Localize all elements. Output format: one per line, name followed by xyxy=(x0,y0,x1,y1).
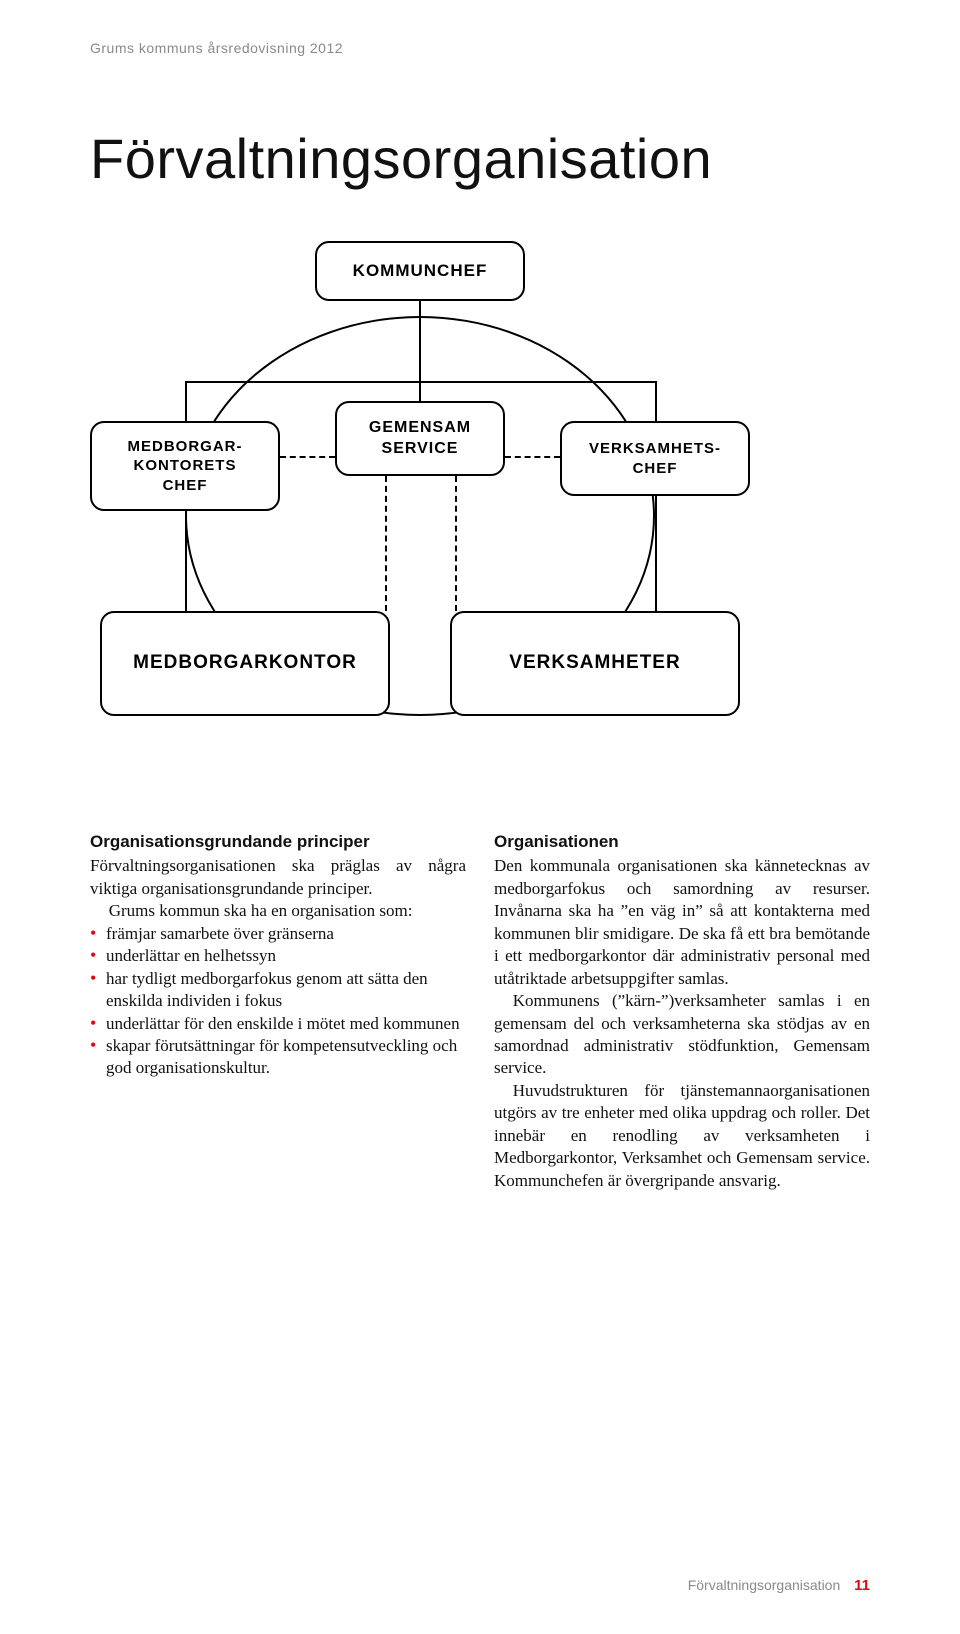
org-diagram: KOMMUNCHEF GEMENSAMSERVICE MEDBORGAR-KON… xyxy=(90,241,750,761)
left-heading: Organisationsgrundande principer xyxy=(90,831,466,853)
list-item: underlättar för den enskilde i mötet med… xyxy=(90,1013,466,1035)
connector xyxy=(655,496,657,611)
right-column: Organisationen Den kommunala organisatio… xyxy=(494,831,870,1192)
right-heading: Organisationen xyxy=(494,831,870,853)
page-title: Förvaltningsorganisation xyxy=(90,126,870,191)
connector-dashed xyxy=(280,456,335,458)
right-p3: Huvudstrukturen för tjänstemannaorga­nis… xyxy=(494,1080,870,1192)
connector xyxy=(185,381,187,421)
right-p1: Den kommunala organisationen ska känne­t… xyxy=(494,855,870,990)
connector xyxy=(185,511,187,611)
connector xyxy=(655,381,657,421)
node-medborgarkontorets-chef: MEDBORGAR-KONTORETSCHEF xyxy=(90,421,280,511)
right-p2: Kommunens (”kärn-”)verksamheter samlas i… xyxy=(494,990,870,1080)
footer: Förvaltningsorganisation 11 xyxy=(688,1577,870,1594)
connector-dashed xyxy=(385,476,387,611)
connector xyxy=(419,381,421,401)
list-item: har tydligt medborgarfokus genom att sät… xyxy=(90,968,466,1013)
connector-dashed xyxy=(455,476,457,611)
footer-section: Förvaltningsorganisation xyxy=(688,1577,841,1593)
bullet-list: främjar samarbete över gränserna underlä… xyxy=(90,923,466,1080)
page-number: 11 xyxy=(854,1577,870,1594)
list-item: främjar samarbete över gränserna xyxy=(90,923,466,945)
running-header: Grums kommuns årsredovisning 2012 xyxy=(90,40,870,56)
node-gemensam-service: GEMENSAMSERVICE xyxy=(335,401,505,476)
list-item: skapar förutsättningar för kompetens­utv… xyxy=(90,1035,466,1080)
body-columns: Organisationsgrundande principer Förvalt… xyxy=(90,831,870,1192)
connector-dashed xyxy=(505,456,560,458)
node-verksamheter: VERKSAMHETER xyxy=(450,611,740,716)
list-item: underlättar en helhetssyn xyxy=(90,945,466,967)
node-verksamhetschef: VERKSAMHETS-CHEF xyxy=(560,421,750,496)
left-lead: Grums kommun ska ha en organisation som: xyxy=(90,900,466,922)
left-column: Organisationsgrundande principer Förvalt… xyxy=(90,831,466,1192)
node-kommunchef: KOMMUNCHEF xyxy=(315,241,525,301)
node-medborgarkontor: MEDBORGARKONTOR xyxy=(100,611,390,716)
left-intro: Förvaltningsorganisationen ska präglas a… xyxy=(90,855,466,900)
